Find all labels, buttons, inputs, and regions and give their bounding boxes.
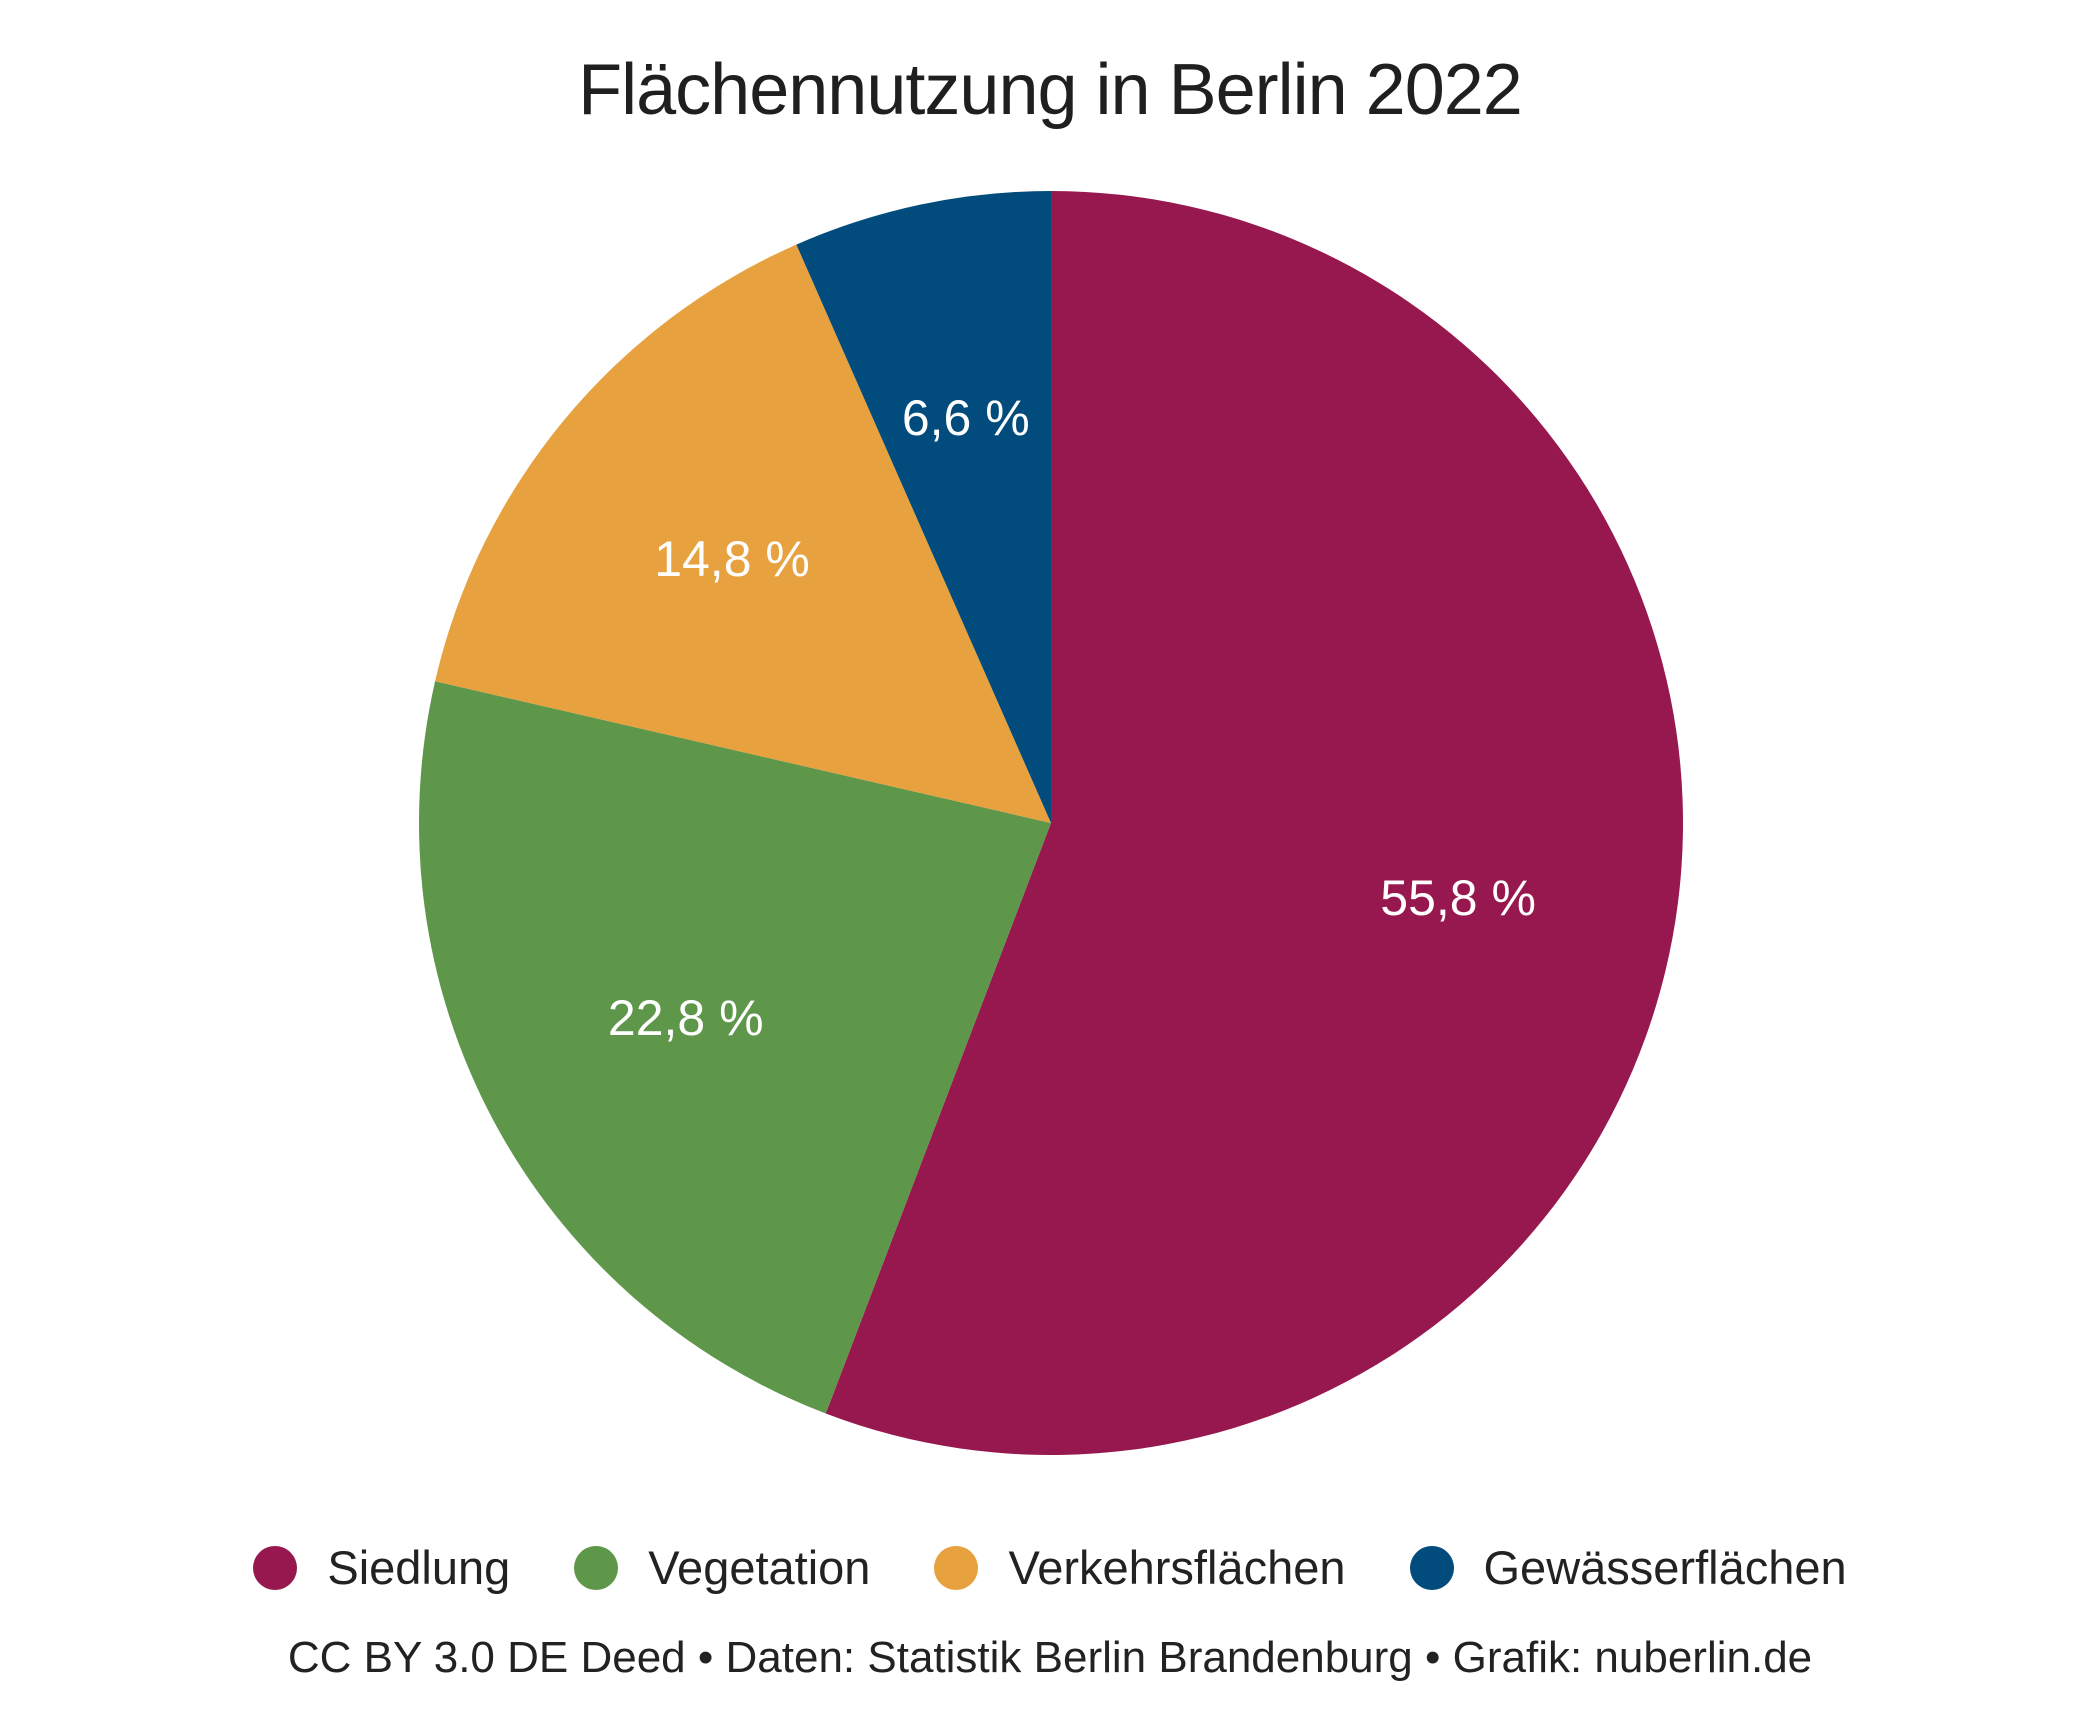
legend-label: Gewässerflächen bbox=[1483, 1541, 1847, 1594]
pie-slice-1 bbox=[419, 681, 1051, 1414]
pie-slice-3 bbox=[796, 191, 1051, 823]
legend-item: Siedlung bbox=[253, 1540, 510, 1595]
slice-value-label: 14,8 % bbox=[654, 531, 810, 587]
legend-item: Verkehrsflächen bbox=[934, 1540, 1346, 1595]
slice-value-label: 22,8 % bbox=[608, 990, 764, 1046]
chart-title: Flächennutzung in Berlin 2022 bbox=[578, 50, 1523, 130]
slice-value-label: 55,8 % bbox=[1380, 870, 1536, 926]
legend-item: Vegetation bbox=[574, 1540, 870, 1595]
pie-slices bbox=[419, 191, 1684, 1455]
legend-swatch bbox=[934, 1545, 979, 1590]
legend-label: Verkehrsflächen bbox=[1008, 1541, 1346, 1594]
legend-swatch bbox=[253, 1545, 298, 1590]
pie-slice-2 bbox=[435, 244, 1052, 824]
legend-item: Gewässerflächen bbox=[1409, 1540, 1847, 1595]
source-footer: CC BY 3.0 DE Deed • Daten: Statistik Ber… bbox=[287, 1633, 1813, 1682]
legend-swatch bbox=[574, 1545, 619, 1590]
legend-label: Vegetation bbox=[648, 1541, 871, 1594]
legend: Siedlung Vegetation Verkehrsflächen Gewässe… bbox=[0, 1540, 2100, 1595]
legend-swatch bbox=[1409, 1545, 1454, 1590]
legend-label: Siedlung bbox=[327, 1541, 511, 1594]
pie-slice-0 bbox=[825, 191, 1684, 1455]
slice-value-label: 6,6 % bbox=[902, 390, 1030, 446]
pie-labels: 55,8 % 22,8 % 14,8 % 6,6 % bbox=[608, 390, 1536, 1046]
